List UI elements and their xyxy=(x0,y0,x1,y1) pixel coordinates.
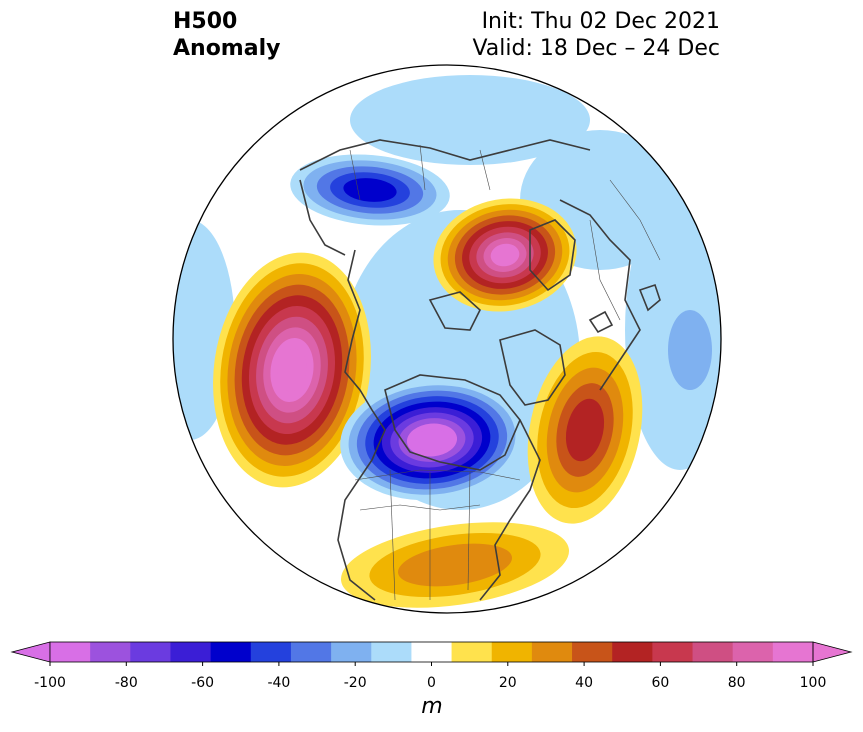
colorbar-segment xyxy=(572,642,613,662)
colorbar-segment xyxy=(491,642,533,662)
anomaly-field xyxy=(173,75,721,608)
colorbar-segment xyxy=(411,642,453,662)
negative-anomaly-patch xyxy=(173,220,235,440)
colorbar-tick-label: 0 xyxy=(427,675,436,691)
colorbar-segment xyxy=(692,642,734,662)
coastlines xyxy=(299,139,661,601)
coastline xyxy=(588,310,614,334)
country-border xyxy=(467,471,471,591)
colorbar-tick-label: 100 xyxy=(799,675,827,691)
positive-anomaly-center xyxy=(213,252,371,488)
positive-anomaly-center xyxy=(527,336,643,524)
colorbar-tick-label: 20 xyxy=(498,675,517,691)
coastline xyxy=(428,291,481,331)
country-borders xyxy=(349,144,661,601)
colorbar-segment xyxy=(451,642,493,662)
colorbar-segment xyxy=(250,642,292,662)
colorbar-tick-label: -20 xyxy=(343,675,367,691)
colorbar-segment xyxy=(371,642,412,662)
colorbar-segment xyxy=(130,642,171,662)
coastline xyxy=(529,219,576,292)
colorbar-under-arrow xyxy=(10,641,51,663)
negative-anomaly-center xyxy=(290,154,450,226)
colorbar-segment xyxy=(612,642,653,662)
coastline xyxy=(337,249,386,601)
colorbar-segment xyxy=(732,642,774,662)
colorbar-tick-label: -80 xyxy=(114,675,138,691)
colorbar-tick-label: -60 xyxy=(191,675,215,691)
coastline xyxy=(499,329,566,406)
colorbar-segment xyxy=(772,642,814,662)
colorbar-segment xyxy=(50,642,91,662)
colorbar-over-arrow xyxy=(812,641,853,663)
negative-anomaly-patch xyxy=(668,310,712,390)
colorbar-tick-label: 80 xyxy=(727,675,746,691)
colorbar-segment xyxy=(652,642,694,662)
run-info: Init: Thu 02 Dec 2021 Valid: 18 Dec – 24… xyxy=(472,8,720,62)
colorbar-tick-label: -40 xyxy=(267,675,291,691)
country-border xyxy=(479,149,491,191)
colorbar-unit: m xyxy=(421,694,443,719)
coastline xyxy=(384,374,521,471)
colorbar-tick-label: -100 xyxy=(34,675,66,691)
map-boundary xyxy=(172,64,722,614)
country-border xyxy=(349,149,361,201)
negative-anomaly-patch xyxy=(350,75,590,165)
positive-anomaly-center xyxy=(340,522,570,608)
colorbar-segment xyxy=(531,642,573,662)
chart-title: H500 Anomaly xyxy=(173,8,280,62)
colorbar xyxy=(10,641,853,666)
colorbar-segment xyxy=(210,642,252,662)
country-border xyxy=(419,144,426,191)
colorbar-segment xyxy=(331,642,372,662)
colorbar-tick-label: 40 xyxy=(575,675,593,691)
colorbar-segment xyxy=(170,642,212,662)
colorbar-tick-label: 60 xyxy=(651,675,670,691)
coastline xyxy=(299,179,346,256)
polar-map xyxy=(172,64,722,614)
country-border xyxy=(609,179,661,261)
colorbar-segment xyxy=(290,642,332,662)
field-kind: Anomaly xyxy=(173,36,281,61)
coastline xyxy=(638,283,661,312)
valid-period: Valid: 18 Dec – 24 Dec xyxy=(472,36,720,61)
colorbar-segment xyxy=(90,642,131,662)
country-border xyxy=(359,504,481,511)
init-time: Init: Thu 02 Dec 2021 xyxy=(481,9,720,34)
coastline xyxy=(299,139,591,171)
country-border xyxy=(589,219,621,321)
country-border xyxy=(354,469,521,481)
field-name: H500 xyxy=(173,9,238,34)
coastline xyxy=(559,199,641,391)
country-border xyxy=(389,469,396,601)
coastline xyxy=(479,419,541,601)
